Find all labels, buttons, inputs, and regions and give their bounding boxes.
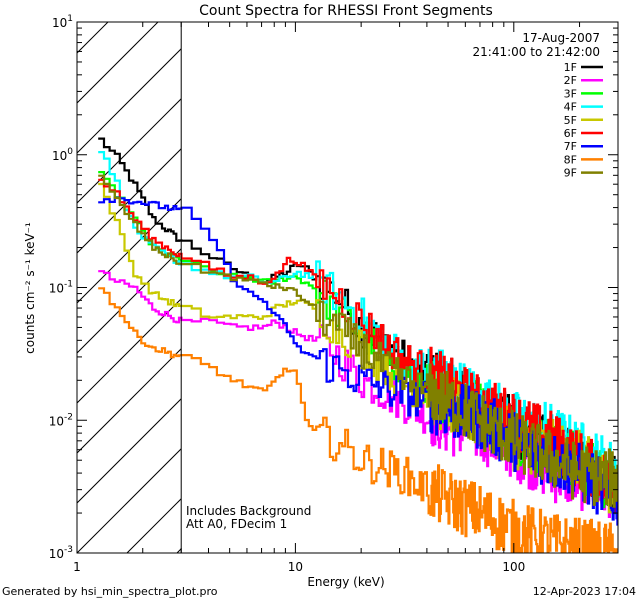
- hatch-stroke: [77, 48, 182, 154]
- y-tick-label: 101: [52, 14, 73, 30]
- series-line-8F: [98, 287, 618, 553]
- chart-title: Count Spectra for RHESSI Front Segments: [199, 3, 493, 19]
- hatch-stroke: [77, 398, 182, 504]
- x-tick-label: 1: [73, 560, 81, 574]
- axes: 1 10 100 101 100 10-1 10-2 10-3: [49, 14, 619, 574]
- series-line-9F: [98, 174, 618, 508]
- x-axis-label: Energy (keV): [307, 575, 384, 589]
- annotation-line-2: Att A0, FDecim 1: [186, 517, 287, 531]
- time-range-label: 21:41:00 to 21:42:00: [473, 45, 600, 59]
- y-tick-label: 100: [52, 147, 73, 163]
- legend-label-6F: 6F: [564, 127, 577, 140]
- footer-timestamp: 12-Apr-2023 17:04: [533, 585, 636, 598]
- legend-label-9F: 9F: [564, 167, 577, 180]
- series-line-7F: [98, 196, 618, 526]
- legend-label-3F: 3F: [564, 87, 577, 100]
- legend-label-5F: 5F: [564, 114, 577, 127]
- legend-label-4F: 4F: [564, 101, 577, 114]
- y-tick-label: 10-3: [49, 545, 73, 561]
- hatch-stroke: [77, 448, 182, 553]
- legend-label-2F: 2F: [564, 74, 577, 87]
- series-layer: [98, 137, 618, 553]
- hatch-stroke: [77, 298, 182, 404]
- hatch-stroke: [77, 198, 182, 304]
- hatch-stroke: [77, 22, 159, 104]
- hatch-stroke: [0, 0, 77, 553]
- legend-label-8F: 8F: [564, 153, 577, 166]
- y-tick-label: 10-2: [49, 412, 73, 428]
- x-tick-label: 100: [502, 560, 525, 574]
- footer-generated-by: Generated by hsi_min_spectra_plot.pro: [2, 585, 218, 598]
- legend-label-1F: 1F: [564, 61, 577, 74]
- x-tick-label: 10: [288, 560, 303, 574]
- legend-label-7F: 7F: [564, 140, 577, 153]
- date-label: 17-Aug-2007: [522, 31, 600, 45]
- annotation-line-1: Includes Background: [186, 504, 311, 518]
- hatch-stroke: [0, 0, 127, 553]
- y-tick-label: 10-1: [49, 280, 73, 296]
- y-axis-label: counts cm⁻² s⁻¹ keV⁻¹: [23, 222, 37, 354]
